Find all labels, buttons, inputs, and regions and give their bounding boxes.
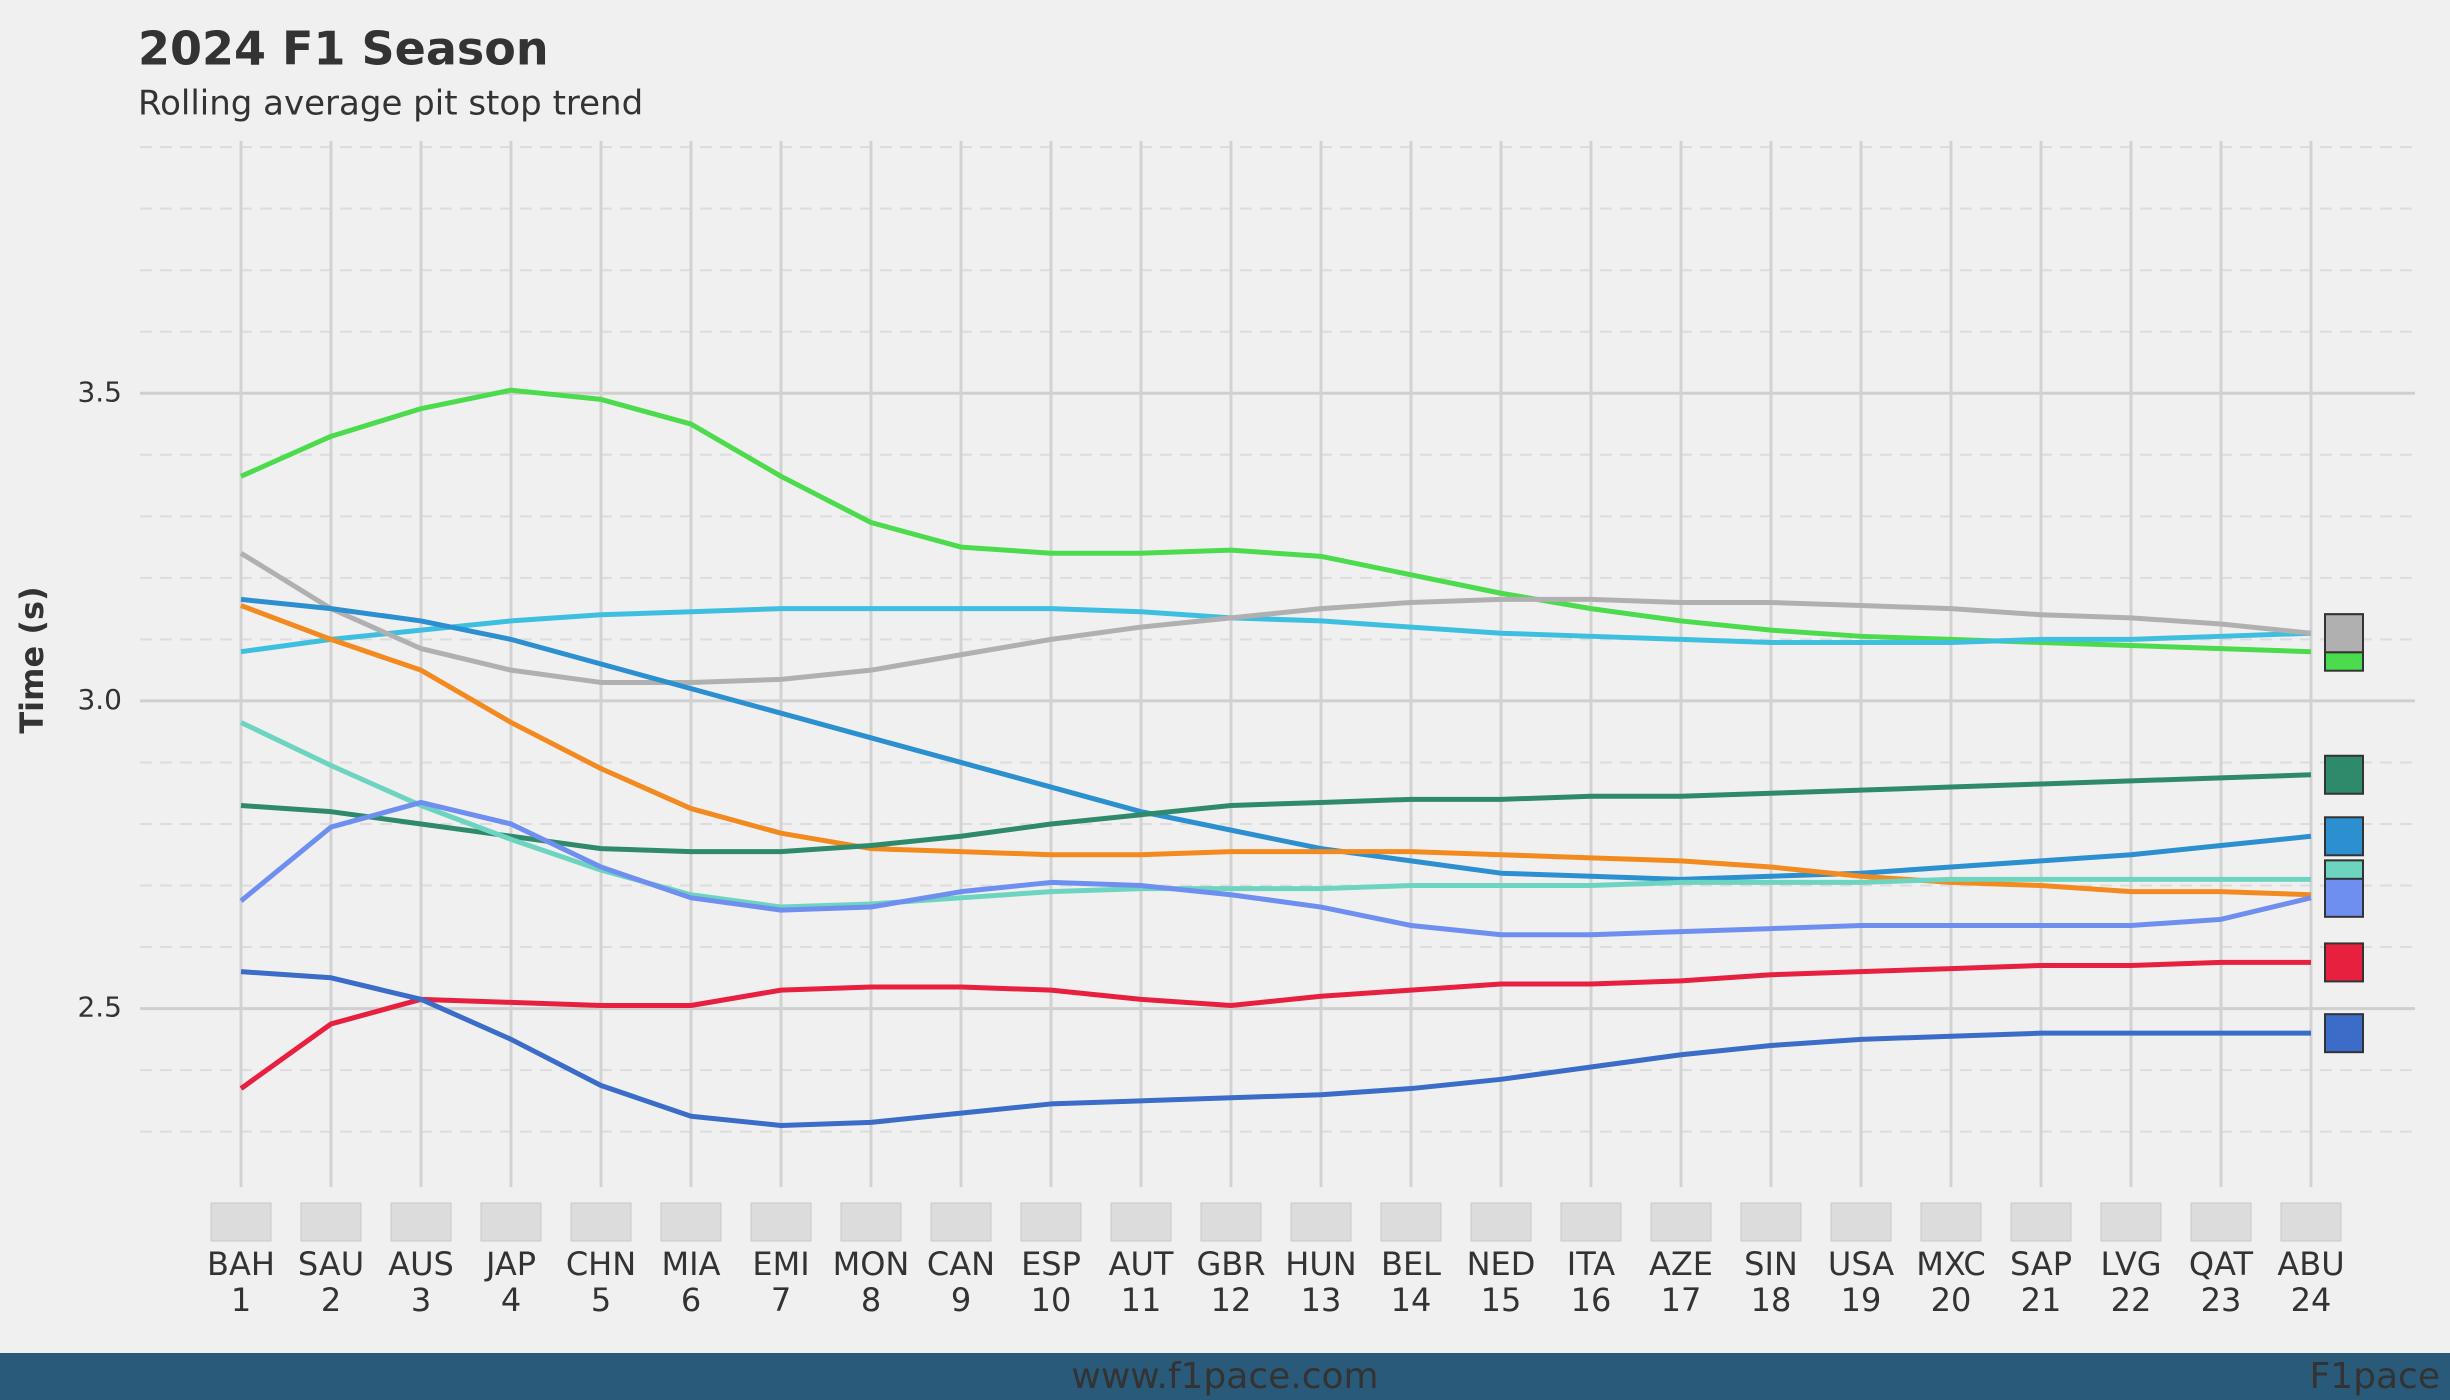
x-tick-label: AUT	[1109, 1245, 1174, 1283]
flag	[210, 1202, 272, 1242]
flag	[390, 1202, 452, 1242]
flag	[1650, 1202, 1712, 1242]
y-tick-label: 2.5	[77, 991, 122, 1024]
trend-line	[239, 720, 2311, 910]
x-tick-label: USA	[1828, 1245, 1894, 1283]
flag	[300, 1202, 362, 1242]
flag	[1470, 1202, 1532, 1242]
flag	[1020, 1202, 1082, 1242]
x-round-label: 15	[1481, 1281, 1522, 1319]
x-tick-label: AZE	[1649, 1245, 1713, 1283]
flag	[930, 1202, 992, 1242]
team-logo	[2324, 613, 2364, 654]
flag	[1110, 1202, 1172, 1242]
x-round-label: 1	[231, 1281, 251, 1319]
flag	[750, 1202, 812, 1242]
x-round-label: 9	[951, 1281, 971, 1319]
flag	[1290, 1202, 1352, 1242]
x-tick-label: QAT	[2189, 1245, 2254, 1283]
flag	[2100, 1202, 2162, 1242]
x-tick-label: ABU	[2277, 1245, 2344, 1283]
x-tick-label: CAN	[927, 1245, 995, 1283]
x-round-label: 21	[2021, 1281, 2062, 1319]
trend-line	[239, 799, 2312, 938]
y-axis-label: Time (s)	[13, 586, 51, 733]
team-logo	[2324, 754, 2364, 795]
chart-subtitle: Rolling average pit stop trend	[138, 84, 643, 124]
x-tick-label: SAU	[298, 1245, 364, 1283]
x-round-label: 17	[1661, 1281, 1702, 1319]
flag	[570, 1202, 632, 1242]
x-tick-label: MXC	[1916, 1245, 1986, 1283]
flag	[480, 1202, 542, 1242]
x-tick-label: GBR	[1197, 1245, 1266, 1283]
footer-bar	[0, 1353, 2450, 1400]
x-tick-label: MIA	[662, 1245, 721, 1283]
flag	[2190, 1202, 2252, 1242]
x-round-label: 11	[1121, 1281, 1162, 1319]
flag	[1200, 1202, 1262, 1242]
x-round-label: 12	[1211, 1281, 1252, 1319]
flag	[2280, 1202, 2342, 1242]
brand: F1pace	[2310, 1356, 2440, 1397]
x-tick-label: ESP	[1021, 1245, 1081, 1283]
flag	[660, 1202, 722, 1242]
x-tick-label: JAP	[484, 1245, 536, 1283]
x-tick-label: CHN	[566, 1245, 636, 1283]
x-tick-label: BAH	[207, 1245, 275, 1283]
x-tick-label: ITA	[1567, 1245, 1616, 1283]
flag	[1740, 1202, 1802, 1242]
trend-line	[240, 596, 2312, 882]
team-logo	[2324, 877, 2364, 918]
x-round-label: 5	[591, 1281, 611, 1319]
trend-line	[239, 551, 2312, 685]
x-round-label: 22	[2111, 1281, 2152, 1319]
x-round-label: 6	[681, 1281, 701, 1319]
flag	[1380, 1202, 1442, 1242]
x-round-label: 23	[2201, 1281, 2242, 1319]
x-tick-label: BEL	[1381, 1245, 1441, 1283]
trend-line	[240, 969, 2311, 1128]
x-round-label: 13	[1301, 1281, 1342, 1319]
x-tick-label: SIN	[1744, 1245, 1798, 1283]
flag	[1830, 1202, 1892, 1242]
flag	[840, 1202, 902, 1242]
team-logo	[2324, 1013, 2364, 1054]
y-tick-label: 3.0	[77, 683, 122, 716]
flag	[2010, 1202, 2072, 1242]
x-round-label: 20	[1931, 1281, 1972, 1319]
team-logo	[2324, 942, 2364, 983]
trend-line	[240, 772, 2312, 855]
x-round-label: 24	[2291, 1281, 2332, 1319]
team-logo	[2324, 816, 2364, 857]
trend-line	[240, 603, 2312, 898]
x-round-label: 14	[1391, 1281, 1432, 1319]
y-tick-label: 3.5	[77, 375, 122, 408]
trend-line	[239, 959, 2311, 1091]
footer-url: www.f1pace.com	[1071, 1356, 1378, 1397]
x-tick-label: NED	[1467, 1245, 1536, 1283]
x-round-label: 4	[501, 1281, 521, 1319]
trend-line	[240, 606, 2312, 655]
x-tick-label: HUN	[1285, 1245, 1356, 1283]
x-round-label: 8	[861, 1281, 881, 1319]
x-round-label: 7	[771, 1281, 791, 1319]
x-tick-label: EMI	[752, 1245, 809, 1283]
flag	[1560, 1202, 1622, 1242]
x-tick-label: SAP	[2010, 1245, 2072, 1283]
x-round-label: 2	[321, 1281, 341, 1319]
x-round-label: 3	[411, 1281, 431, 1319]
x-tick-label: MON	[833, 1245, 910, 1283]
x-tick-label: LVG	[2101, 1245, 2162, 1283]
chart-title: 2024 F1 Season	[138, 22, 549, 76]
x-round-label: 16	[1571, 1281, 1612, 1319]
flag	[1920, 1202, 1982, 1242]
x-round-label: 19	[1841, 1281, 1882, 1319]
x-tick-label: AUS	[388, 1245, 454, 1283]
x-round-label: 18	[1751, 1281, 1792, 1319]
x-round-label: 10	[1031, 1281, 1072, 1319]
